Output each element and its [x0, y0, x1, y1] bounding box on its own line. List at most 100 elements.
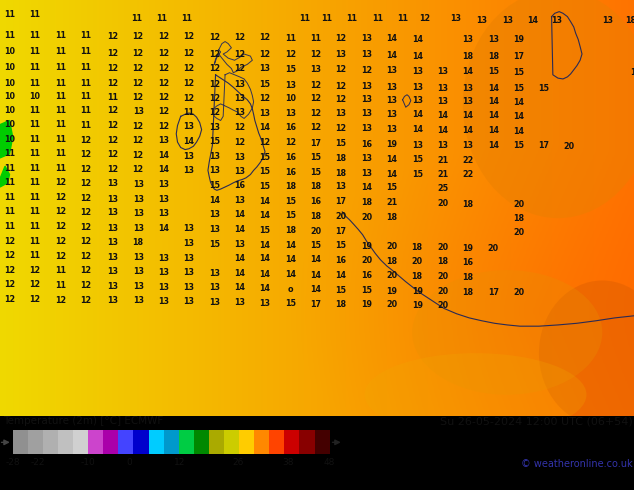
- Bar: [209, 430, 224, 454]
- Text: 20: 20: [513, 228, 524, 237]
- Text: 12: 12: [335, 65, 347, 74]
- Text: 21: 21: [437, 156, 448, 165]
- Text: 14: 14: [437, 111, 448, 120]
- Text: 18: 18: [462, 273, 474, 282]
- Text: 15: 15: [310, 242, 321, 250]
- Text: 14: 14: [310, 285, 321, 294]
- Text: 13: 13: [234, 167, 245, 176]
- Text: 12: 12: [310, 123, 321, 132]
- Text: 13: 13: [133, 253, 144, 262]
- Text: 12: 12: [209, 49, 220, 58]
- Text: 13: 13: [437, 84, 448, 93]
- Text: 11: 11: [299, 14, 310, 23]
- Text: 20: 20: [335, 212, 347, 221]
- Bar: [43, 430, 58, 454]
- Bar: [103, 430, 119, 454]
- Text: 13: 13: [158, 209, 169, 218]
- Text: 13: 13: [488, 35, 499, 44]
- Text: 13: 13: [450, 14, 461, 23]
- Text: 12: 12: [310, 95, 321, 103]
- Text: 12: 12: [107, 32, 119, 41]
- Text: 12: 12: [310, 108, 321, 118]
- Text: 11: 11: [80, 31, 91, 40]
- Text: 13: 13: [335, 50, 347, 59]
- Text: 13: 13: [183, 166, 195, 175]
- Text: 14: 14: [488, 97, 499, 106]
- Text: 13: 13: [551, 16, 562, 25]
- Text: 14: 14: [234, 210, 245, 220]
- Text: 16: 16: [285, 153, 296, 162]
- Text: 12: 12: [158, 79, 169, 88]
- Bar: [179, 430, 194, 454]
- Text: 15: 15: [335, 242, 347, 250]
- Text: 18: 18: [310, 212, 321, 221]
- Text: 13: 13: [501, 16, 513, 25]
- Text: 11: 11: [4, 222, 15, 231]
- Text: 13: 13: [361, 34, 372, 43]
- Text: 11: 11: [80, 63, 91, 72]
- Text: 12: 12: [158, 64, 169, 73]
- Text: 14: 14: [361, 183, 372, 192]
- Text: 15: 15: [361, 286, 372, 295]
- Text: 13: 13: [361, 109, 372, 119]
- Text: 15: 15: [209, 240, 220, 249]
- Text: 15: 15: [285, 196, 296, 206]
- Bar: [194, 430, 209, 454]
- Text: 20: 20: [386, 243, 398, 251]
- Text: 1: 1: [630, 68, 634, 77]
- Text: 13: 13: [602, 16, 613, 25]
- Text: 11: 11: [29, 120, 41, 129]
- Bar: [285, 430, 299, 454]
- Text: 18: 18: [335, 154, 347, 163]
- Text: 14: 14: [183, 137, 195, 146]
- Text: 14: 14: [234, 225, 245, 234]
- Text: 11: 11: [29, 106, 41, 115]
- Text: 12: 12: [133, 93, 144, 102]
- Text: 12: 12: [183, 49, 195, 58]
- Text: 13: 13: [234, 94, 245, 102]
- Text: 12: 12: [259, 49, 271, 58]
- Text: 13: 13: [386, 83, 398, 92]
- Text: 14: 14: [462, 111, 474, 120]
- Text: 20: 20: [437, 243, 448, 252]
- Text: 12: 12: [29, 266, 41, 274]
- Text: 11: 11: [310, 34, 321, 43]
- Text: 12: 12: [209, 33, 220, 42]
- Text: 15: 15: [488, 67, 499, 76]
- Text: 11: 11: [29, 178, 41, 187]
- Text: 13: 13: [133, 195, 144, 203]
- Text: 12: 12: [107, 136, 119, 145]
- Text: 13: 13: [437, 67, 448, 76]
- Text: 13: 13: [133, 209, 144, 218]
- Text: 19: 19: [411, 287, 423, 296]
- Text: 18: 18: [133, 238, 144, 247]
- Text: 12: 12: [209, 65, 220, 74]
- Text: 15: 15: [285, 211, 296, 220]
- Text: 12: 12: [4, 251, 15, 260]
- Text: 13: 13: [234, 196, 245, 205]
- Text: 13: 13: [107, 223, 119, 233]
- Polygon shape: [0, 166, 10, 187]
- Text: 14: 14: [462, 126, 474, 135]
- Bar: [299, 430, 314, 454]
- Text: 16: 16: [462, 258, 474, 267]
- Text: 14: 14: [158, 166, 169, 174]
- Text: 14: 14: [158, 224, 169, 233]
- Text: 13: 13: [462, 97, 474, 106]
- Text: © weatheronline.co.uk: © weatheronline.co.uk: [521, 459, 633, 469]
- Bar: [133, 430, 148, 454]
- Text: Temperature (2m) [°C] ECMWF: Temperature (2m) [°C] ECMWF: [3, 416, 164, 426]
- Text: 14: 14: [310, 255, 321, 264]
- Text: 20: 20: [513, 200, 524, 209]
- Text: 16: 16: [361, 271, 372, 280]
- Text: 13: 13: [386, 125, 398, 134]
- Text: 11: 11: [156, 14, 167, 23]
- Text: 26: 26: [232, 458, 243, 467]
- Text: 12: 12: [133, 151, 144, 160]
- Text: 12: 12: [133, 64, 144, 73]
- Text: 13: 13: [411, 141, 423, 149]
- Text: 22: 22: [462, 156, 474, 165]
- Text: 12: 12: [80, 150, 91, 159]
- Text: 12: 12: [335, 82, 347, 91]
- Text: 13: 13: [158, 195, 169, 203]
